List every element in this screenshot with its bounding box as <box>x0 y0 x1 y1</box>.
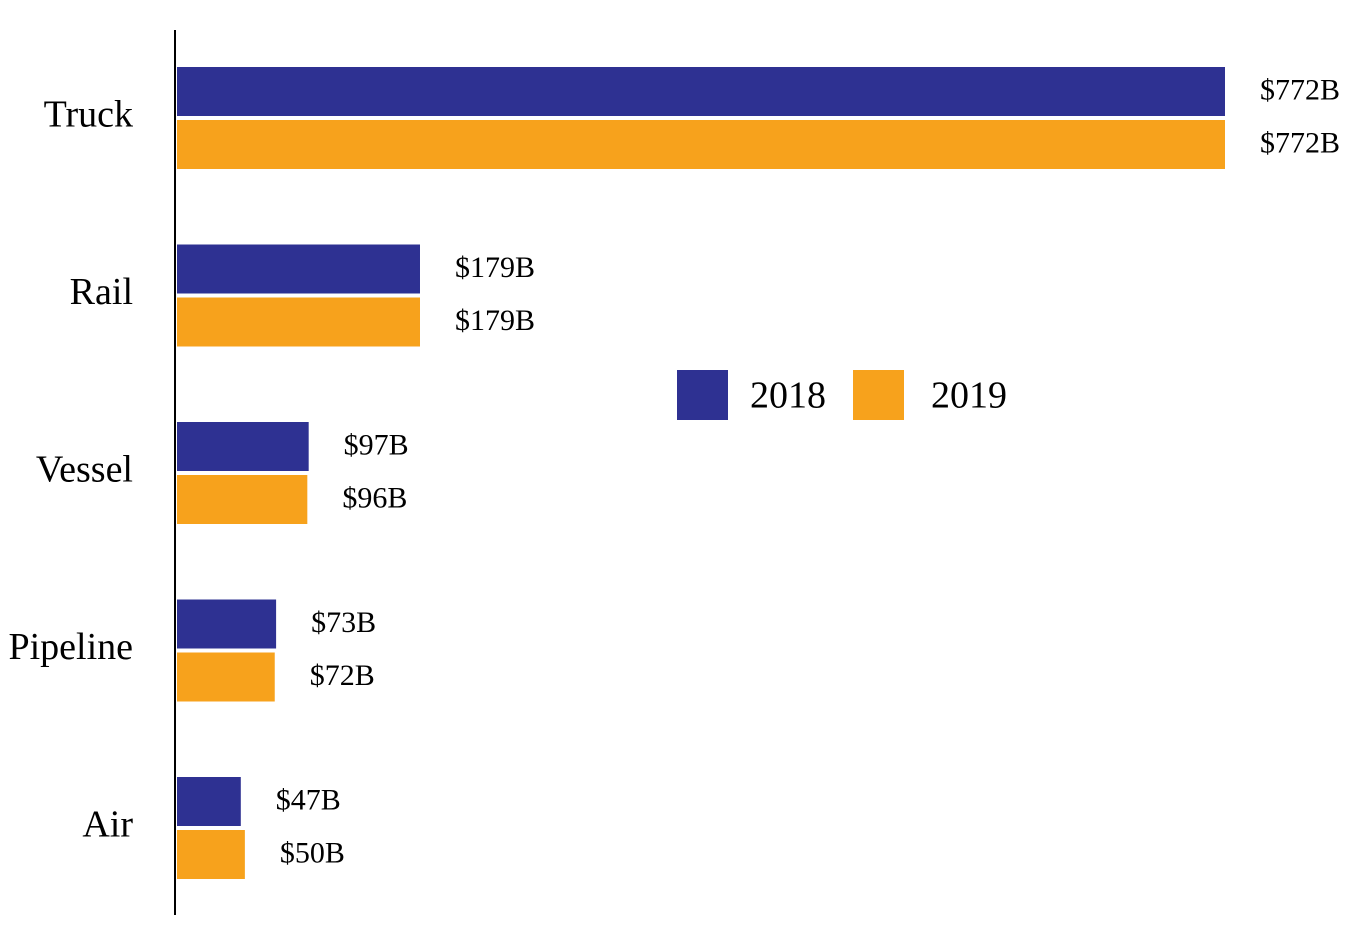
category-label-vessel: Vessel <box>36 449 133 491</box>
data-label-vessel-2018: $97B <box>344 428 409 461</box>
category-label-rail: Rail <box>70 271 133 313</box>
data-label-truck-2018: $772B <box>1260 73 1340 106</box>
bar-rail-2019 <box>177 297 420 347</box>
data-label-rail-2018: $179B <box>455 251 535 284</box>
legend-label-2019: 2019 <box>931 375 1007 417</box>
bar-truck-2019 <box>177 120 1225 169</box>
labels-layer: Truck $772B $772B Rail $179B $179B Vessel $97B $… <box>8 73 1340 869</box>
data-label-pipeline-2019: $72B <box>310 659 375 692</box>
data-label-pipeline-2018: $73B <box>311 606 376 639</box>
bar-pipeline-2018 <box>177 599 277 649</box>
category-label-truck: Truck <box>44 94 133 136</box>
data-label-air-2018: $47B <box>276 783 341 816</box>
category-label-air: Air <box>82 804 133 846</box>
data-label-rail-2019: $179B <box>455 304 535 337</box>
bar-rail-2018 <box>177 244 420 294</box>
data-label-vessel-2019: $96B <box>342 481 407 514</box>
data-label-air-2019: $50B <box>280 836 345 869</box>
bar-vessel-2019 <box>177 475 308 524</box>
legend-swatch-2018 <box>677 370 728 420</box>
legend-swatch-2019 <box>853 370 904 420</box>
bars-layer <box>177 67 1225 879</box>
legend: 2018 2019 <box>677 370 1007 420</box>
bar-air-2019 <box>177 830 245 879</box>
bar-truck-2018 <box>177 67 1225 116</box>
bar-pipeline-2019 <box>177 652 275 702</box>
bar-air-2018 <box>177 777 241 826</box>
category-label-pipeline: Pipeline <box>8 626 133 668</box>
legend-label-2018: 2018 <box>750 375 826 417</box>
data-label-truck-2019: $772B <box>1260 126 1340 159</box>
bar-vessel-2018 <box>177 422 309 471</box>
